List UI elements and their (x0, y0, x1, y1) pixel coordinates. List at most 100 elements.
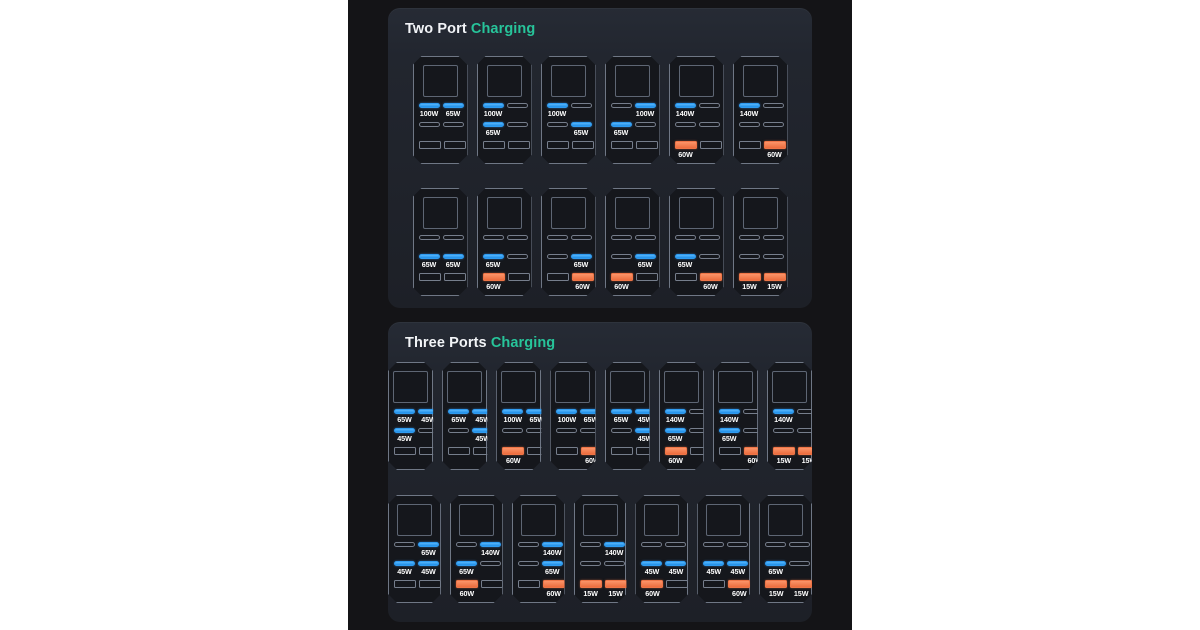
charger-device-card[interactable]: 65W 60W (669, 188, 724, 296)
port-wattage-label: 65W (583, 415, 599, 424)
usb-c-port-row: 140W (719, 409, 752, 428)
usb-c-port-inactive (699, 254, 720, 259)
device-port-grid: 65W 45W 45W (394, 542, 435, 598)
charger-device-card[interactable]: 140W 15W 15W (767, 362, 812, 470)
usb-c-port-active (483, 122, 504, 127)
charger-device-card[interactable]: 65W 45W 45W (605, 362, 650, 470)
usb-c-port-slot (507, 103, 528, 109)
charger-device-card[interactable]: 140W 65W 60W (659, 362, 704, 470)
usb-a-port-slot: 60W (665, 447, 687, 466)
usb-a-port-slot: 15W (773, 447, 795, 466)
charger-device-card[interactable]: 65W 60W (477, 188, 532, 296)
usb-c-port-inactive (507, 122, 528, 127)
charger-device-card[interactable]: 65W 65W (413, 188, 468, 296)
charger-device-card[interactable]: 100W 65W 60W (496, 362, 541, 470)
usb-c-port-slot (507, 122, 528, 128)
usb-c-port-active (675, 254, 696, 259)
charger-device-card[interactable]: 65W 45W 45W (442, 362, 487, 470)
usb-c-port-slot (507, 235, 528, 241)
usb-c-port-slot (763, 122, 784, 128)
section-title-primary: Three Ports (405, 335, 487, 351)
charger-device-card[interactable]: 15W 15W (733, 188, 788, 296)
usb-c-port-row: 65W (483, 122, 526, 141)
usb-a-port-row: 60W (547, 273, 590, 291)
usb-c-port-slot (507, 254, 528, 260)
charger-device-card[interactable]: 65W 60W (541, 188, 596, 296)
device-body (389, 363, 432, 469)
charger-device-card[interactable]: 140W 65W 60W (450, 495, 503, 603)
usb-a-port-active (790, 580, 812, 588)
device-display-screen (706, 504, 741, 536)
usb-a-port-active (543, 580, 565, 588)
usb-c-port-inactive (580, 542, 601, 547)
usb-c-port-slot (518, 542, 539, 548)
charger-device-card[interactable]: 100W 65W (477, 56, 532, 164)
usb-c-port-slot (547, 122, 568, 128)
charger-device-card[interactable]: 100W 65W (605, 56, 660, 164)
usb-a-port-row (611, 141, 654, 159)
usb-a-port-slot: 60W (456, 580, 478, 599)
usb-a-port-slot: 60W (581, 447, 603, 466)
device-body (714, 363, 757, 469)
port-wattage-label: 15W (793, 589, 809, 598)
device-port-grid: 65W 65W (419, 235, 462, 291)
usb-c-port-slot: 140W (542, 542, 563, 558)
usb-a-port-active (700, 273, 722, 281)
charger-device-card[interactable]: 100W 65W (541, 56, 596, 164)
usb-c-port-active (580, 409, 601, 414)
port-wattage-label: 65W (529, 415, 544, 424)
usb-c-port-row: 45W 45W (641, 561, 682, 580)
usb-c-port-inactive (765, 542, 786, 547)
charger-device-card[interactable]: 65W 15W 15W (759, 495, 812, 603)
usb-c-port-inactive (580, 561, 601, 566)
charger-device-card[interactable]: 140W 60W (733, 56, 788, 164)
charger-device-card[interactable]: 140W 65W 60W (713, 362, 758, 470)
usb-c-port-slot (665, 542, 686, 548)
charger-device-card[interactable]: 140W 65W 60W (512, 495, 565, 603)
usb-a-port-slot (739, 141, 761, 150)
usb-a-port-active (502, 447, 524, 455)
usb-c-port-slot: 45W (394, 428, 415, 444)
usb-c-port-row (739, 235, 782, 254)
usb-c-port-row: 65W (719, 428, 752, 447)
device-body (698, 496, 749, 602)
charger-device-card[interactable]: 45W 45W 60W (697, 495, 750, 603)
device-port-grid: 65W 60W (675, 235, 718, 291)
usb-c-port-inactive (394, 542, 415, 547)
charger-device-card[interactable]: 65W 60W (605, 188, 660, 296)
charger-device-card[interactable]: 140W 15W 15W (574, 495, 627, 603)
charger-device-card[interactable]: 100W 65W 60W (550, 362, 595, 470)
usb-c-port-slot (727, 542, 748, 548)
usb-a-port-inactive (473, 447, 495, 455)
usb-c-port-inactive (418, 428, 439, 433)
device-display-screen (768, 504, 803, 536)
usb-c-port-row: 45W (611, 428, 644, 447)
device-port-grid: 65W 45W 45W (394, 409, 427, 465)
usb-c-port-row: 100W (547, 103, 590, 122)
charger-device-card[interactable]: 65W 45W 45W (388, 495, 441, 603)
port-wattage-label: 140W (604, 548, 624, 557)
usb-c-port-inactive (635, 235, 656, 240)
charger-device-card[interactable]: 45W 45W 60W (635, 495, 688, 603)
usb-a-port-inactive (527, 447, 549, 455)
device-body (670, 189, 723, 295)
charger-device-card[interactable]: 140W 60W (669, 56, 724, 164)
usb-c-port-row (675, 122, 718, 141)
usb-c-port-active (542, 542, 563, 547)
usb-a-port-slot (444, 273, 466, 282)
usb-c-port-inactive (580, 428, 601, 433)
usb-a-port-row: 60W (611, 273, 654, 291)
charger-device-card[interactable]: 100W 65W (413, 56, 468, 164)
usb-c-port-row (641, 542, 682, 561)
port-wattage-label: 60W (668, 456, 683, 465)
charger-device-card[interactable]: 65W 45W 45W (388, 362, 433, 470)
usb-a-port-row (419, 141, 462, 159)
usb-c-port-active (542, 561, 563, 566)
usb-c-port-slot: 65W (571, 254, 592, 270)
usb-a-port-slot (508, 273, 530, 282)
usb-c-port-slot (765, 542, 786, 548)
port-wattage-label: 65W (613, 415, 629, 424)
usb-c-port-slot (443, 235, 464, 241)
usb-c-port-inactive (727, 542, 748, 547)
section-title-accent: Charging (470, 21, 536, 37)
